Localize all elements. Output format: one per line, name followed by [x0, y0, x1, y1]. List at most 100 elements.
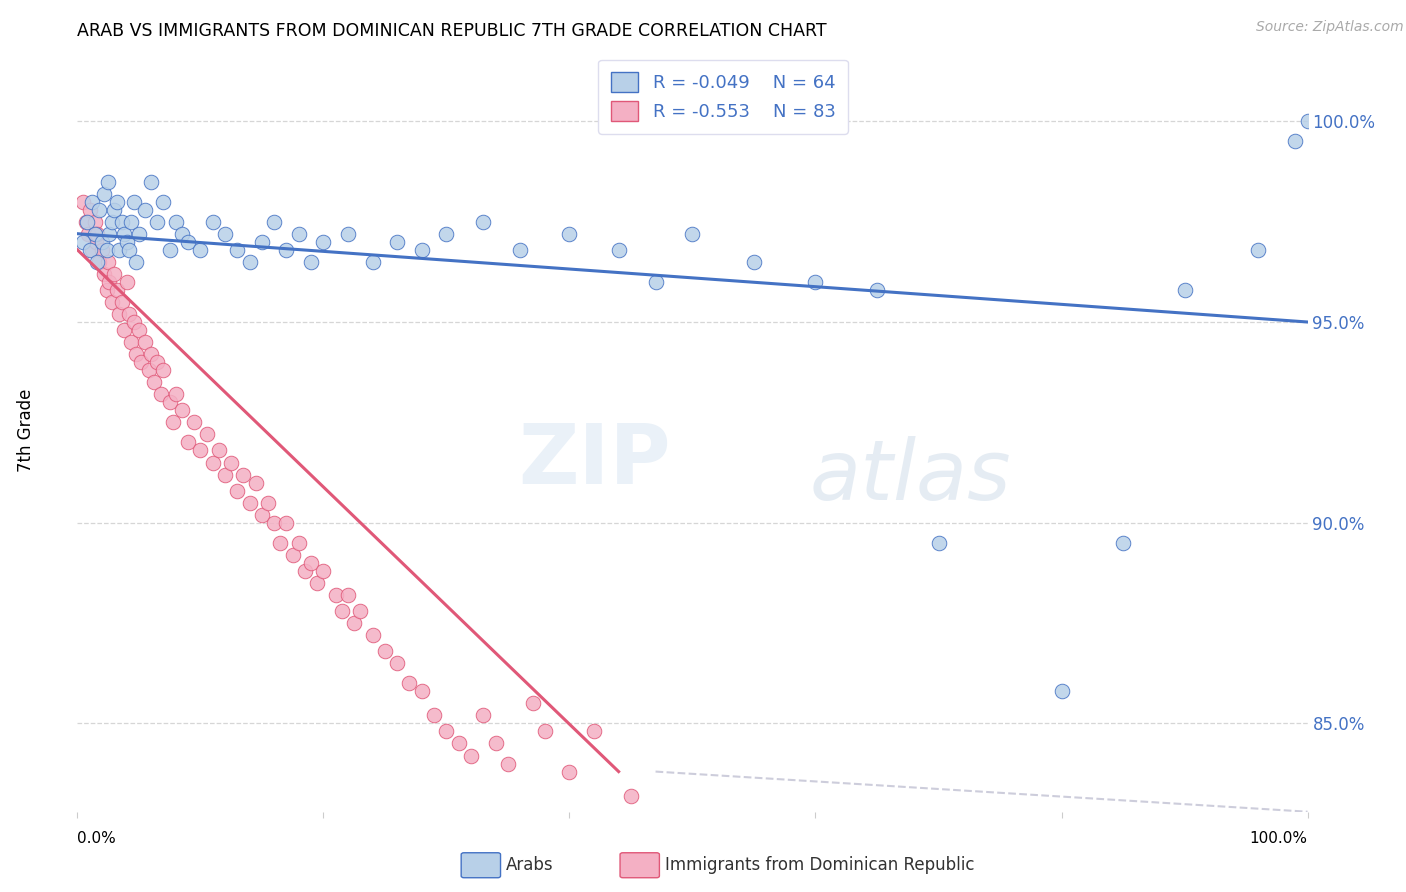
Point	[165, 214, 187, 228]
Point	[177, 235, 200, 249]
Point	[398, 676, 420, 690]
Text: 100.0%: 100.0%	[1250, 830, 1308, 846]
Text: 7th Grade: 7th Grade	[17, 389, 35, 472]
Point	[337, 588, 360, 602]
Point	[374, 644, 396, 658]
Point	[105, 283, 128, 297]
Point	[98, 275, 121, 289]
Point	[101, 214, 124, 228]
Point	[804, 275, 827, 289]
Point	[682, 227, 704, 241]
Point	[138, 363, 160, 377]
Point	[159, 395, 181, 409]
Point	[361, 628, 384, 642]
Point	[146, 355, 169, 369]
Point	[607, 243, 630, 257]
Point	[288, 535, 311, 549]
Point	[97, 255, 120, 269]
Point	[742, 255, 765, 269]
Point	[299, 556, 322, 570]
Point	[411, 243, 433, 257]
Text: ARAB VS IMMIGRANTS FROM DOMINICAN REPUBLIC 7TH GRADE CORRELATION CHART: ARAB VS IMMIGRANTS FROM DOMINICAN REPUBL…	[77, 22, 827, 40]
Point	[190, 443, 212, 458]
Point	[307, 575, 329, 590]
Text: Source: ZipAtlas.com: Source: ZipAtlas.com	[1256, 20, 1403, 34]
Point	[472, 708, 495, 723]
Point	[165, 387, 187, 401]
Point	[257, 495, 280, 509]
Point	[485, 736, 508, 750]
Point	[115, 235, 138, 249]
Point	[232, 467, 254, 482]
Point	[83, 227, 105, 241]
Point	[142, 375, 165, 389]
Point	[239, 495, 262, 509]
Point	[170, 227, 193, 241]
Point	[509, 243, 531, 257]
Point	[436, 227, 458, 241]
Text: atlas: atlas	[810, 435, 1011, 516]
Text: 0.0%: 0.0%	[77, 830, 117, 846]
Point	[177, 435, 200, 450]
Point	[98, 227, 121, 241]
Point	[866, 283, 889, 297]
Point	[534, 724, 557, 739]
Point	[170, 403, 193, 417]
Point	[125, 255, 148, 269]
Point	[522, 696, 544, 710]
Point	[128, 323, 150, 337]
Point	[83, 214, 105, 228]
Point	[276, 243, 298, 257]
Point	[239, 255, 262, 269]
Text: Immigrants from Dominican Republic: Immigrants from Dominican Republic	[665, 856, 974, 874]
Point	[1174, 283, 1197, 297]
Point	[276, 516, 298, 530]
Point	[96, 283, 118, 297]
Point	[387, 656, 409, 670]
Point	[423, 708, 446, 723]
Point	[620, 789, 643, 803]
Point	[343, 615, 366, 630]
Point	[583, 724, 606, 739]
Point	[84, 235, 107, 249]
Point	[152, 194, 174, 209]
Point	[93, 267, 115, 281]
Point	[294, 564, 316, 578]
Point	[79, 243, 101, 257]
Point	[128, 227, 150, 241]
Point	[93, 186, 115, 201]
Point	[245, 475, 267, 490]
Point	[86, 227, 108, 241]
Point	[121, 334, 143, 349]
Point	[263, 516, 285, 530]
Point	[79, 202, 101, 217]
Point	[387, 235, 409, 249]
Point	[928, 535, 950, 549]
Point	[97, 174, 120, 188]
Point	[558, 764, 581, 779]
Point	[250, 508, 273, 522]
Point	[122, 194, 145, 209]
Point	[118, 307, 141, 321]
Point	[201, 455, 224, 469]
Point	[103, 267, 125, 281]
Point	[325, 588, 347, 602]
Point	[118, 243, 141, 257]
Point	[86, 255, 108, 269]
Point	[411, 684, 433, 698]
Point	[112, 323, 135, 337]
Point	[77, 227, 100, 241]
Point	[208, 443, 231, 458]
Point	[152, 363, 174, 377]
Point	[159, 243, 181, 257]
Point	[111, 294, 132, 310]
Point	[558, 227, 581, 241]
Point	[146, 214, 169, 228]
Point	[250, 235, 273, 249]
Point	[131, 355, 153, 369]
Point	[337, 227, 360, 241]
Point	[162, 415, 184, 429]
Point	[460, 748, 482, 763]
Point	[105, 194, 128, 209]
Point	[150, 387, 173, 401]
